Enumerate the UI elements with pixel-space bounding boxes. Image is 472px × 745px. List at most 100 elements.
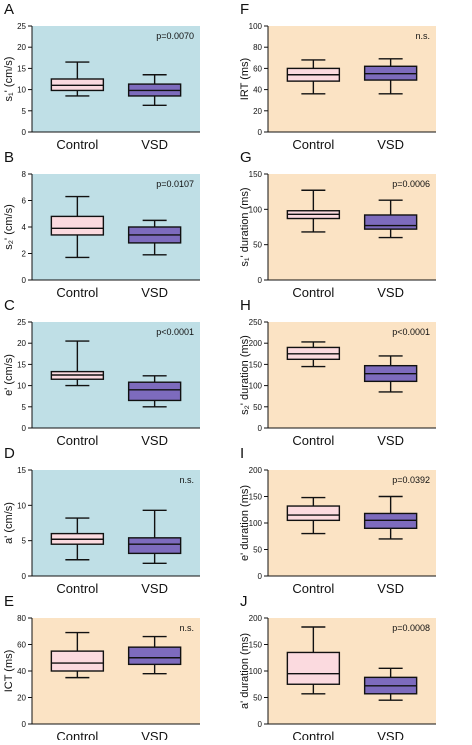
p-value-label: p<0.0001 [156, 327, 194, 337]
y-tick-label: 25 [17, 318, 26, 327]
y-axis-label: e' (cm/s) [3, 354, 15, 396]
panel-d: D 0 5 10 15 a' (cm/s) n.s. Control VSD [3, 445, 200, 596]
p-value-label: p=0.0392 [392, 475, 430, 485]
box-vsd: VSD [127, 375, 182, 448]
p-value-label: p=0.0008 [392, 623, 430, 633]
y-axis-label: s₂' duration (ms) [239, 335, 251, 415]
y-axis-label: s₂' (cm/s) [3, 204, 15, 249]
panel-label: A [4, 1, 14, 18]
panel-label: J [240, 593, 248, 610]
y-tick-label: 5 [22, 537, 27, 546]
box-control: Control [50, 517, 105, 596]
y-axis-label: a' (cm/s) [3, 502, 15, 544]
y-tick-label: 5 [22, 403, 27, 412]
y-tick-label: 40 [17, 667, 26, 676]
y-axis-label: s₁' duration (ms) [239, 187, 251, 266]
y-tick-label: 4 [22, 223, 27, 232]
y-tick-label: 15 [17, 64, 26, 73]
iqr-box [127, 646, 182, 666]
iqr-box [286, 651, 341, 685]
y-tick-label: 20 [17, 339, 26, 348]
box-control: Control [286, 341, 341, 448]
y-tick-label: 5 [22, 107, 27, 116]
y-tick-label: 80 [253, 43, 262, 52]
y-tick-label: 200 [249, 614, 263, 623]
panel-c: C 0 5 10 15 20 25 e' (cm/s) p<0.0001 Control VSD [3, 297, 200, 448]
y-tick-label: 8 [22, 170, 27, 179]
y-tick-label: 50 [253, 403, 262, 412]
x-category-label: VSD [377, 433, 404, 448]
y-tick-label: 0 [22, 572, 27, 581]
panel-label: G [240, 149, 252, 166]
y-tick-label: 60 [17, 641, 26, 650]
panel-j: J 0 50 100 150 200 a' duration (ms) p=0.0008 Con… [239, 593, 436, 744]
panel-f: F 0 20 40 60 80 100 IRT (ms) n.s. Control VSD [239, 1, 436, 152]
y-tick-label: 25 [17, 22, 26, 31]
x-category-label: VSD [377, 729, 404, 740]
panel-e: E 0 20 40 60 80 ICT (ms) n.s. Control VSD [3, 593, 200, 744]
y-tick-label: 0 [258, 424, 263, 433]
p-value-label: p=0.0070 [156, 31, 194, 41]
x-category-label: VSD [377, 137, 404, 152]
x-category-label: Control [56, 285, 98, 300]
p-value-label: n.s. [415, 31, 430, 41]
y-tick-label: 40 [253, 86, 262, 95]
y-axis-label: IRT (ms) [239, 58, 251, 100]
y-axis-label: a' duration (ms) [239, 633, 251, 709]
y-tick-label: 50 [253, 241, 262, 250]
box-vsd: VSD [363, 58, 418, 152]
box-vsd: VSD [127, 219, 182, 300]
y-tick-label: 150 [249, 493, 263, 502]
x-category-label: Control [56, 433, 98, 448]
y-tick-label: 100 [249, 519, 263, 528]
iqr-box [50, 215, 105, 236]
x-category-label: Control [56, 729, 98, 740]
x-category-label: Control [292, 433, 334, 448]
box-vsd: VSD [363, 495, 418, 596]
y-tick-label: 100 [249, 22, 263, 31]
panel-label: H [240, 297, 251, 314]
box-control: Control [50, 61, 105, 152]
p-value-label: n.s. [179, 475, 194, 485]
x-category-label: VSD [141, 581, 168, 596]
y-tick-label: 60 [253, 64, 262, 73]
box-control: Control [286, 59, 341, 152]
iqr-box [50, 650, 105, 672]
p-value-label: n.s. [179, 623, 194, 633]
panel-b: B 0 2 4 6 8 s₂' (cm/s) p=0.0107 Control VSD [3, 149, 200, 300]
x-category-label: VSD [141, 729, 168, 740]
box-vsd: VSD [127, 509, 182, 596]
y-tick-label: 15 [17, 466, 26, 475]
y-tick-label: 0 [22, 276, 27, 285]
y-tick-label: 0 [258, 128, 263, 137]
y-axis-label: e' duration (ms) [239, 485, 251, 561]
y-tick-label: 100 [249, 382, 263, 391]
x-category-label: Control [292, 729, 334, 740]
y-tick-label: 0 [22, 128, 27, 137]
y-tick-label: 10 [17, 86, 26, 95]
y-tick-label: 0 [258, 720, 263, 729]
y-tick-label: 150 [249, 641, 263, 650]
y-tick-label: 0 [22, 424, 27, 433]
y-tick-label: 150 [249, 360, 263, 369]
panel-label: C [4, 297, 15, 314]
iqr-box [127, 537, 182, 555]
box-vsd: VSD [363, 199, 418, 300]
iqr-box [286, 505, 341, 522]
x-category-label: Control [292, 285, 334, 300]
plot-background [32, 470, 200, 576]
x-category-label: VSD [141, 433, 168, 448]
p-value-label: p<0.0001 [392, 327, 430, 337]
x-category-label: Control [56, 581, 98, 596]
x-category-label: VSD [141, 137, 168, 152]
x-category-label: VSD [377, 581, 404, 596]
x-category-label: Control [56, 137, 98, 152]
y-tick-label: 150 [249, 170, 263, 179]
panel-h: H 0 50 100 150 200 250 s₂' duration (ms) p<0.000… [239, 297, 436, 448]
y-tick-label: 80 [17, 614, 26, 623]
y-tick-label: 250 [249, 318, 263, 327]
iqr-box [363, 214, 418, 230]
y-tick-label: 10 [17, 382, 26, 391]
y-tick-label: 100 [249, 667, 263, 676]
iqr-box [127, 381, 182, 402]
